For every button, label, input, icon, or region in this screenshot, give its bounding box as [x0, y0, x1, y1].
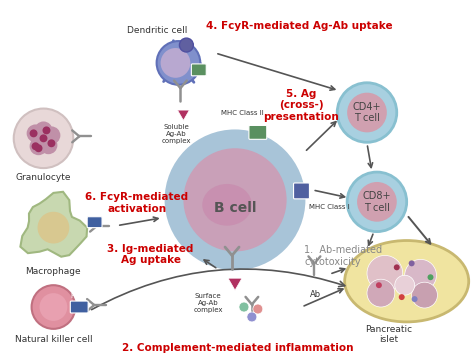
Circle shape [239, 302, 249, 312]
Text: MHC Class II: MHC Class II [220, 110, 264, 117]
Circle shape [161, 48, 191, 78]
Circle shape [43, 126, 50, 134]
Text: Pancreatic
islet: Pancreatic islet [365, 325, 412, 344]
Circle shape [39, 293, 67, 321]
FancyBboxPatch shape [191, 64, 206, 76]
Polygon shape [20, 192, 87, 257]
Circle shape [29, 137, 47, 155]
Circle shape [35, 144, 43, 152]
Text: Surface
Ag-Ab
complex: Surface Ag-Ab complex [193, 293, 223, 313]
FancyBboxPatch shape [87, 217, 102, 228]
Circle shape [164, 129, 307, 271]
Text: B cell: B cell [214, 201, 256, 215]
Circle shape [14, 109, 73, 168]
Circle shape [180, 38, 193, 52]
Circle shape [43, 126, 60, 144]
Circle shape [394, 264, 400, 270]
Circle shape [29, 129, 37, 137]
Text: Ab: Ab [310, 290, 321, 299]
Circle shape [395, 275, 415, 295]
Ellipse shape [345, 240, 469, 322]
Circle shape [347, 93, 387, 132]
Circle shape [247, 312, 257, 322]
Text: CD4+
T cell: CD4+ T cell [353, 102, 381, 123]
Text: 6. FcyR-mediated
activation: 6. FcyR-mediated activation [85, 192, 188, 213]
Circle shape [39, 136, 57, 154]
Ellipse shape [202, 184, 252, 226]
Circle shape [27, 125, 45, 142]
Circle shape [32, 142, 39, 150]
Circle shape [337, 83, 397, 142]
Circle shape [357, 182, 397, 222]
Circle shape [347, 172, 407, 232]
Text: 3. Ig-mediated
Ag uptake: 3. Ig-mediated Ag uptake [108, 244, 194, 265]
Circle shape [399, 294, 405, 300]
FancyBboxPatch shape [70, 301, 88, 313]
Text: FcyR: FcyR [71, 293, 88, 299]
Circle shape [428, 274, 434, 280]
FancyBboxPatch shape [293, 183, 310, 199]
Text: 4. FcyR-mediated Ag-Ab uptake: 4. FcyR-mediated Ag-Ab uptake [206, 21, 393, 31]
Circle shape [183, 148, 287, 252]
Circle shape [156, 41, 201, 85]
Text: Natural killer cell: Natural killer cell [15, 335, 92, 344]
Polygon shape [177, 110, 190, 121]
Circle shape [37, 212, 69, 244]
Circle shape [376, 282, 382, 288]
Circle shape [253, 304, 263, 314]
Circle shape [367, 256, 403, 291]
Text: 1.  Ab-mediated
cytotoxicity: 1. Ab-mediated cytotoxicity [304, 245, 383, 267]
Text: CD8+
T cell: CD8+ T cell [363, 191, 391, 213]
Polygon shape [228, 278, 242, 290]
Circle shape [411, 282, 438, 308]
Circle shape [411, 296, 418, 302]
Text: Macrophage: Macrophage [26, 268, 81, 276]
Text: 5. Ag
(cross-)
presentation: 5. Ag (cross-) presentation [264, 89, 339, 122]
Text: MHC Class I: MHC Class I [310, 204, 350, 210]
Text: Granulocyte: Granulocyte [16, 173, 71, 182]
Text: Soluble
Ag-Ab
complex: Soluble Ag-Ab complex [162, 125, 191, 144]
FancyBboxPatch shape [249, 125, 267, 139]
Circle shape [32, 285, 75, 329]
Circle shape [405, 260, 437, 291]
Text: Dendritic cell: Dendritic cell [127, 26, 187, 35]
Text: 2. Complement-mediated inflammation: 2. Complement-mediated inflammation [122, 343, 354, 353]
Circle shape [35, 121, 53, 139]
Circle shape [367, 279, 395, 307]
Circle shape [47, 139, 55, 147]
Circle shape [39, 134, 47, 142]
Circle shape [409, 260, 415, 266]
